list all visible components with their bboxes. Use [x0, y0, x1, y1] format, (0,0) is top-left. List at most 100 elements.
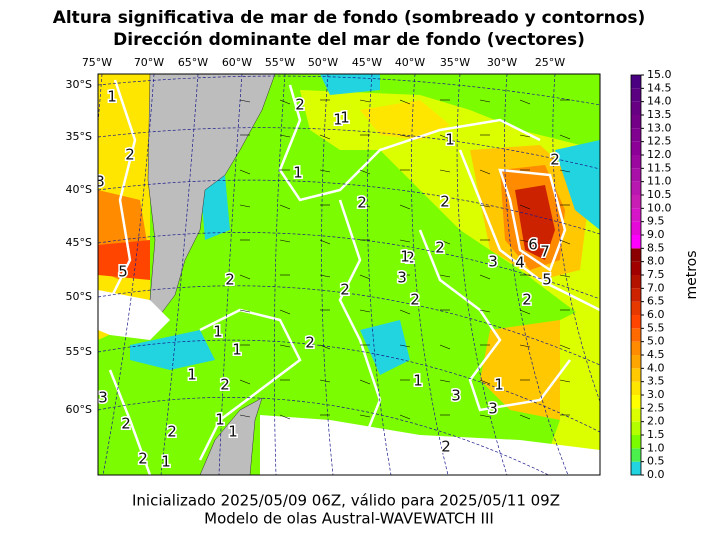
vector [559, 134, 571, 140]
colorbar-tick-label: 11.0 [647, 175, 672, 188]
vector [319, 274, 331, 278]
vector [279, 344, 291, 348]
contour-label: 3 [397, 269, 407, 287]
meridian [411, 74, 449, 475]
lat-label: 55°S [66, 345, 92, 358]
colorbar-segment [631, 235, 641, 249]
colorbar-tick-label: 4.0 [647, 361, 665, 374]
vector [279, 204, 291, 210]
colorbar-segment [631, 355, 641, 369]
vector [559, 239, 571, 245]
colorbar-tick-label: 1.5 [647, 428, 665, 441]
vector [359, 379, 371, 385]
vector [279, 134, 291, 138]
colorbar-tick-label: 7.5 [647, 268, 665, 281]
lat-label: 30°S [66, 78, 92, 91]
vector [439, 134, 451, 140]
contour-label: 5 [542, 271, 552, 289]
contour-label: 1 [107, 88, 117, 106]
lat-label: 40°S [66, 183, 92, 196]
vector [439, 344, 451, 350]
contour-label: 2 [441, 438, 451, 456]
lon-label: 45°W [352, 56, 382, 69]
contour-label: 1 [293, 164, 303, 182]
colorbar-segment [631, 155, 641, 169]
contour-label: 2 [138, 450, 148, 468]
colorbar-tick-label: 0.0 [647, 468, 665, 481]
vector [519, 239, 531, 243]
lat-label: 45°S [66, 236, 92, 249]
vector [279, 99, 291, 105]
parallel [98, 75, 600, 106]
colorbar-segment [631, 221, 641, 235]
contour-label: 2 [440, 193, 450, 211]
parallel [98, 232, 600, 300]
colorbar-tick-label: 14.0 [647, 95, 672, 108]
contour-label: 2 [125, 146, 135, 164]
colorbar-tick-label: 2.5 [647, 401, 665, 414]
vector [479, 414, 491, 418]
contour-label: 4 [515, 254, 525, 272]
vector [399, 344, 411, 348]
vector [559, 379, 571, 383]
colorbar-segment [631, 341, 641, 355]
contour-label: 3 [451, 387, 461, 405]
contour-label: 5 [542, 271, 552, 289]
colorbar-tick-label: 7.0 [647, 281, 665, 294]
colorbar-segment [631, 288, 641, 302]
contour-label: 1 [333, 111, 343, 129]
vector [519, 309, 531, 315]
meridian [273, 74, 286, 475]
vector [279, 239, 291, 243]
vector [359, 274, 371, 280]
meridian [102, 74, 155, 475]
contour-label: 3 [95, 173, 105, 191]
vector [239, 309, 251, 313]
colorbar-tick-label: 14.5 [647, 81, 672, 94]
lat-label: 50°S [66, 290, 92, 303]
colorbar-segment [631, 195, 641, 209]
contour-label: 2 [295, 96, 305, 114]
vector [479, 379, 491, 385]
colorbar-segment [631, 408, 641, 422]
parallel [98, 397, 550, 475]
colorbar-segment [631, 381, 641, 395]
lat-label: 60°S [66, 403, 92, 416]
colorbar-segment [631, 461, 641, 475]
lon-label: 30°W [487, 56, 517, 69]
colorbar-segment [631, 168, 641, 182]
parallel [98, 285, 600, 366]
meridian [552, 74, 600, 403]
lat-label: 35°S [66, 130, 92, 143]
vector [359, 414, 371, 418]
colorbar-segment [631, 115, 641, 129]
title-line: Altura significativa de mar de fondo (so… [53, 8, 646, 28]
vector [559, 169, 571, 173]
colorbar-tick-label: 2.0 [647, 415, 665, 428]
vector [239, 379, 251, 385]
parallel [98, 179, 600, 235]
vector [279, 309, 291, 315]
parallel [98, 127, 600, 170]
title-line: Dirección dominante del mar de fondo (ve… [113, 30, 585, 50]
colorbar-tick-label: 8.0 [647, 255, 665, 268]
colorbar-segment [631, 448, 641, 462]
vector [399, 134, 411, 138]
vector [319, 239, 331, 245]
colorbar-segment [631, 301, 641, 315]
colorbar-tick-label: 10.0 [647, 201, 672, 214]
colorbar-tick-label: 10.5 [647, 188, 672, 201]
colorbar-tick-label: 13.0 [647, 121, 672, 134]
colorbar-segment [631, 208, 641, 222]
contour-label: 2 [405, 249, 415, 267]
lon-label: 25°W [535, 56, 565, 69]
lon-label: 50°W [308, 56, 338, 69]
contour-label: 1 [445, 131, 455, 149]
contour-label: 1 [400, 248, 410, 266]
lon-label: 40°W [395, 56, 425, 69]
vector [399, 309, 411, 315]
vector [519, 99, 531, 105]
contour-label: 1 [340, 109, 350, 127]
vector [479, 309, 491, 313]
